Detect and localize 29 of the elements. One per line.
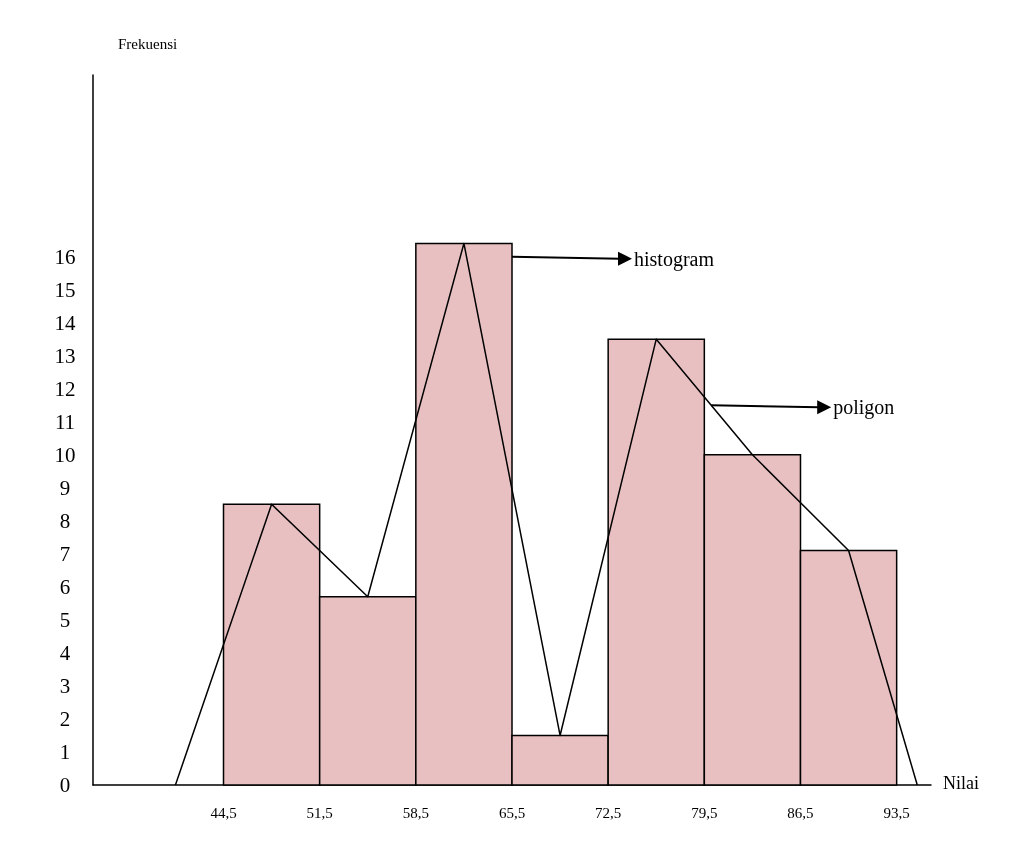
x-tick-label: 44,5 bbox=[210, 804, 237, 821]
y-tick-label: 4 bbox=[59, 640, 71, 665]
y-tick-label: 14 bbox=[54, 310, 76, 335]
annotation: histogram bbox=[634, 247, 715, 271]
y-tick-label: 10 bbox=[54, 442, 76, 467]
x-tick-label: 86,5 bbox=[787, 804, 814, 821]
y-tick-label: 9 bbox=[59, 475, 71, 500]
y-tick-label: 16 bbox=[54, 244, 76, 269]
x-tick-label: 65,5 bbox=[498, 804, 526, 821]
y-tick-label: 2 bbox=[59, 706, 71, 731]
y-tick-label: 0 bbox=[59, 773, 71, 797]
y-tick-label: 11 bbox=[54, 409, 76, 434]
y-tick-label: 12 bbox=[54, 376, 76, 401]
x-tick-label: 58,5 bbox=[402, 804, 429, 821]
y-tick-label: 8 bbox=[59, 508, 71, 533]
y-axis-title: Frekuensi bbox=[118, 35, 178, 52]
x-axis-title: Nilai bbox=[943, 773, 979, 793]
y-tick-label: 7 bbox=[59, 541, 71, 566]
y-tick-label: 13 bbox=[54, 343, 76, 368]
x-tick-label: 51,5 bbox=[306, 804, 333, 821]
x-tick-label: 93,5 bbox=[883, 804, 910, 821]
y-tick-label: 5 bbox=[59, 607, 71, 632]
y-tick-label: 15 bbox=[54, 277, 76, 302]
annotation: poligon bbox=[833, 396, 895, 420]
x-tick-label: 72,5 bbox=[595, 804, 622, 821]
y-tick-label: 6 bbox=[59, 574, 71, 599]
y-tick-label: 1 bbox=[59, 739, 71, 764]
y-tick-label: 3 bbox=[59, 673, 71, 698]
x-tick-label: 79,5 bbox=[691, 804, 718, 821]
